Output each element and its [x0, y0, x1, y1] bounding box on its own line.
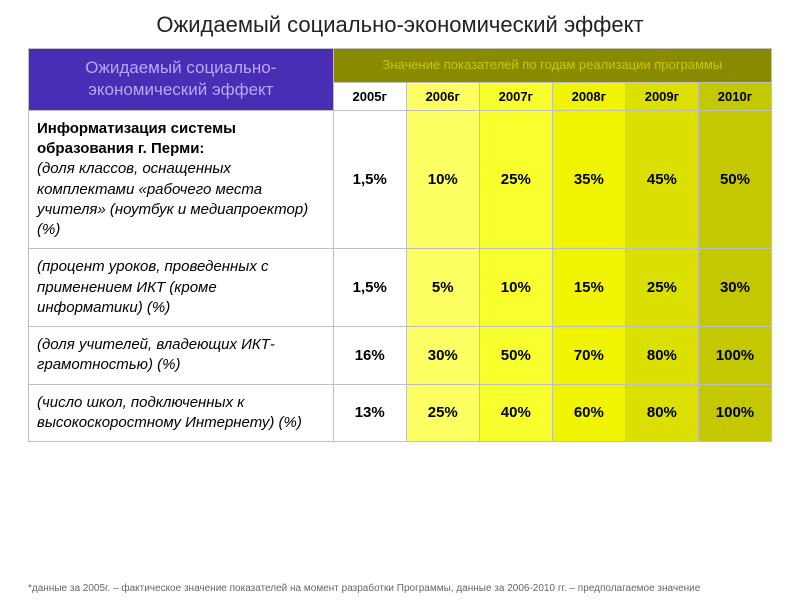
table-row: Информатизация системы образования г. Пе… [29, 110, 772, 249]
year-cell: 2007г [479, 82, 552, 110]
value-cell: 10% [406, 110, 479, 249]
year-cell: 2005г [333, 82, 406, 110]
value-cell: 40% [479, 384, 552, 442]
year-cell: 2009г [625, 82, 698, 110]
row-label: (доля учителей, владеющих ИКТ-грамотност… [29, 327, 334, 385]
year-cell: 2008г [552, 82, 625, 110]
value-cell: 25% [479, 110, 552, 249]
value-cell: 50% [479, 327, 552, 385]
row-label: Информатизация системы образования г. Пе… [29, 110, 334, 249]
value-cell: 10% [479, 249, 552, 327]
value-cell: 80% [625, 384, 698, 442]
footnote: *данные за 2005г. – фактическое значение… [28, 583, 772, 594]
header-top: Значение показателей по годам реализации… [333, 49, 771, 83]
value-cell: 25% [625, 249, 698, 327]
value-cell: 80% [625, 327, 698, 385]
value-cell: 15% [552, 249, 625, 327]
table-row: (число школ, подключенных к высокоскорос… [29, 384, 772, 442]
header-left: Ожидаемый социально-экономический эффект [29, 49, 334, 111]
value-cell: 1,5% [333, 110, 406, 249]
year-cell: 2006г [406, 82, 479, 110]
row-label-ital: (доля учителей, владеющих ИКТ-грамотност… [37, 336, 275, 373]
year-cell: 2010г [698, 82, 771, 110]
effect-table: Ожидаемый социально-экономический эффект… [28, 48, 772, 442]
row-label: (число школ, подключенных к высокоскорос… [29, 384, 334, 442]
value-cell: 45% [625, 110, 698, 249]
value-cell: 30% [698, 249, 771, 327]
row-label-strong: Информатизация системы образования г. Пе… [37, 120, 236, 157]
value-cell: 5% [406, 249, 479, 327]
row-label-ital: (процент уроков, проведенных с применени… [37, 258, 269, 316]
row-label: (процент уроков, проведенных с применени… [29, 249, 334, 327]
value-cell: 30% [406, 327, 479, 385]
value-cell: 60% [552, 384, 625, 442]
table-row: (доля учителей, владеющих ИКТ-грамотност… [29, 327, 772, 385]
value-cell: 35% [552, 110, 625, 249]
slide-title: Ожидаемый социально-экономический эффект [28, 12, 772, 38]
value-cell: 25% [406, 384, 479, 442]
row-label-ital: (доля классов, оснащенных комплектами «р… [37, 160, 308, 238]
value-cell: 70% [552, 327, 625, 385]
value-cell: 13% [333, 384, 406, 442]
value-cell: 100% [698, 327, 771, 385]
table-row: (процент уроков, проведенных с применени… [29, 249, 772, 327]
value-cell: 50% [698, 110, 771, 249]
value-cell: 1,5% [333, 249, 406, 327]
value-cell: 100% [698, 384, 771, 442]
row-label-ital: (число школ, подключенных к высокоскорос… [37, 394, 302, 431]
value-cell: 16% [333, 327, 406, 385]
